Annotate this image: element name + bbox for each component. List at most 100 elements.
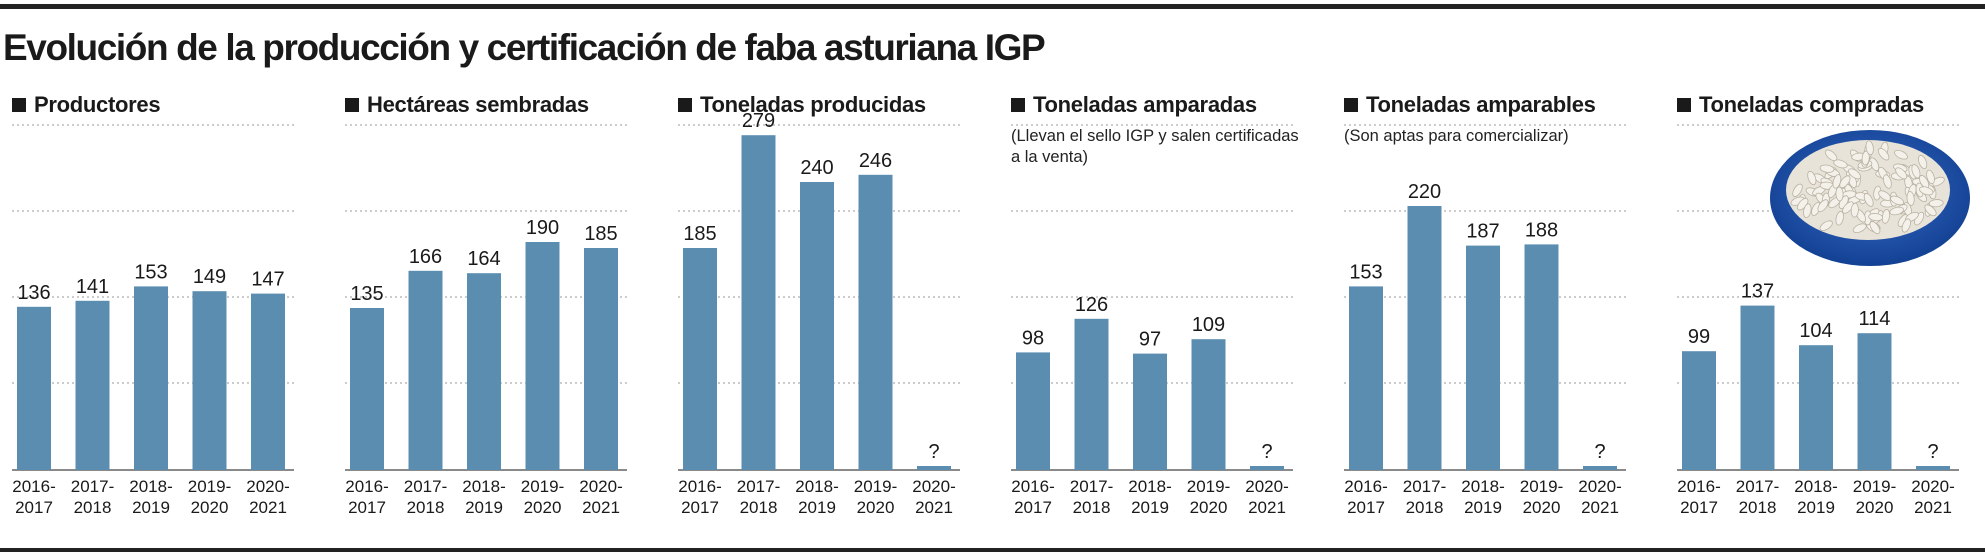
bar xyxy=(858,174,893,471)
bean-shape xyxy=(1894,149,1908,160)
value-label: 109 xyxy=(1192,314,1225,336)
bean-shape xyxy=(1889,206,1904,216)
bean-shape xyxy=(1895,167,1908,180)
bean-shape xyxy=(1924,204,1937,217)
value-label: 98 xyxy=(1022,327,1044,349)
value-label: 137 xyxy=(1741,281,1774,303)
category-label: 2017-2018 xyxy=(71,477,114,517)
value-label: 99 xyxy=(1688,326,1710,348)
category-label: 2017-2018 xyxy=(1070,477,1113,517)
bean-shape xyxy=(1901,218,1911,233)
category-label: 2018-2019 xyxy=(1794,477,1837,517)
value-label: 164 xyxy=(467,248,500,270)
bar xyxy=(17,306,51,470)
category-label: 2020-2021 xyxy=(1911,477,1954,517)
value-label: ? xyxy=(1594,441,1605,463)
category-label: 2016-2017 xyxy=(12,477,55,517)
value-label: 153 xyxy=(134,261,167,283)
top-rule xyxy=(0,4,1985,9)
bar xyxy=(1857,333,1892,470)
category-label: 2019-2020 xyxy=(1853,477,1896,517)
category-label: 2019-2020 xyxy=(188,477,231,517)
bean-shape xyxy=(1877,147,1890,161)
bean-shape xyxy=(1926,169,1935,185)
bean-shape xyxy=(1819,220,1833,231)
value-label: 185 xyxy=(584,223,617,245)
category-label: 2017-2018 xyxy=(1736,477,1779,517)
bean-shape xyxy=(1835,186,1844,202)
bean-shape xyxy=(1918,154,1928,170)
bean-shape xyxy=(1863,193,1874,207)
bar xyxy=(1740,305,1775,470)
value-label: 149 xyxy=(193,266,226,288)
bean-shape xyxy=(1919,186,1934,196)
value-label: 246 xyxy=(859,150,892,172)
bar xyxy=(75,300,110,470)
bean-shape xyxy=(1890,195,1905,206)
bar xyxy=(1191,339,1226,470)
bottom-rule xyxy=(0,548,1985,552)
bar xyxy=(408,270,443,470)
value-label: 126 xyxy=(1075,294,1108,316)
category-label: 2019-2020 xyxy=(854,477,897,517)
bar xyxy=(800,182,834,470)
bar-missing xyxy=(917,466,951,470)
bean-shape xyxy=(1850,202,1859,218)
value-label: ? xyxy=(1261,441,1272,463)
bar xyxy=(1016,352,1050,470)
value-label: 104 xyxy=(1799,320,1832,342)
bean-shape xyxy=(1868,213,1884,222)
category-label: 2018-2019 xyxy=(1461,477,1504,517)
chart-title-text: Toneladas producidas xyxy=(700,92,926,117)
square-bullet-icon xyxy=(678,98,692,112)
bean-shape xyxy=(1911,164,1921,179)
beans-bowl-photo xyxy=(1770,130,1970,266)
category-label: 2018-2019 xyxy=(795,477,838,517)
category-label: 2019-2020 xyxy=(521,477,564,517)
chart-title: Toneladas compradas xyxy=(1677,90,1924,120)
category-label: 2019-2020 xyxy=(1520,477,1563,517)
bean-shape xyxy=(1832,174,1842,189)
chart-subtitle: (Son aptas para comercializar) xyxy=(1344,127,1569,145)
category-label: 2016-2017 xyxy=(1677,477,1720,517)
bean-shape xyxy=(1865,140,1874,156)
bar-missing xyxy=(1583,466,1617,470)
bean-shape xyxy=(1833,159,1848,169)
bar xyxy=(1133,353,1167,470)
bar xyxy=(1349,286,1383,470)
bar xyxy=(134,286,168,470)
bean-shape xyxy=(1906,191,1915,206)
category-label: 2017-2018 xyxy=(737,477,780,517)
chart-title: Toneladas producidas xyxy=(678,90,926,120)
square-bullet-icon xyxy=(1011,98,1025,112)
bar xyxy=(1524,244,1559,470)
bar xyxy=(1682,351,1716,470)
category-label: 2018-2019 xyxy=(462,477,505,517)
bean-shape xyxy=(1861,150,1870,166)
category-label: 2018-2019 xyxy=(1128,477,1171,517)
bar-missing xyxy=(1916,466,1950,470)
value-label: ? xyxy=(1927,441,1938,463)
category-label: 2016-2017 xyxy=(678,477,721,517)
value-label: 190 xyxy=(526,217,559,239)
chart-title: Toneladas amparables xyxy=(1344,90,1596,120)
bar xyxy=(467,273,501,470)
bean-shape xyxy=(1848,168,1861,180)
bean-shape xyxy=(1807,170,1817,186)
chart-title-text: Productores xyxy=(34,92,161,117)
value-label: 153 xyxy=(1349,261,1382,283)
square-bullet-icon xyxy=(1344,98,1358,112)
value-label: 135 xyxy=(350,283,383,305)
bar xyxy=(1407,206,1442,470)
bar xyxy=(1074,318,1109,470)
bean-shape xyxy=(1852,223,1867,234)
chart-title: Toneladas amparadas xyxy=(1011,90,1257,120)
value-label: 187 xyxy=(1466,221,1499,243)
bean-shape xyxy=(1817,199,1829,213)
bar xyxy=(1799,345,1833,470)
category-label: 2019-2020 xyxy=(1187,477,1230,517)
chart-title-text: Toneladas amparables xyxy=(1366,92,1596,117)
chart-subtitle: (Llevan el sello IGP y salen certificada… xyxy=(1011,127,1299,166)
value-label: 185 xyxy=(683,223,716,245)
bar xyxy=(1466,245,1500,470)
